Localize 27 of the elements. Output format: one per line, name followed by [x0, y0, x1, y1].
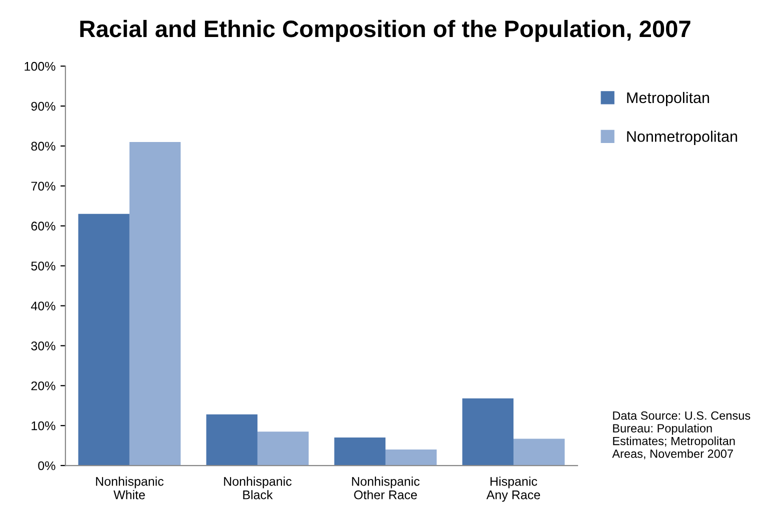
y-tick-label: 30%	[31, 342, 56, 350]
y-tick-label: 20%	[31, 381, 56, 390]
x-tick-label: Hispanic Any Race	[486, 476, 540, 502]
bar	[385, 450, 437, 466]
source-note: Data Source: U.S. Census Bureau: Population Estimates; Metropolitan Areas, November 2007	[612, 411, 750, 460]
y-tick-label: 40%	[30, 302, 56, 310]
bar	[513, 438, 565, 466]
bar	[78, 214, 130, 466]
y-tick-label: 70%	[31, 182, 56, 191]
bar	[462, 398, 514, 466]
legend-label: Nonmetropolitan	[627, 130, 738, 145]
bar	[257, 432, 309, 466]
chart-title: Racial and Ethnic Composition of the Population, 2007	[80, 20, 690, 42]
legend-label: Metropolitan	[627, 92, 710, 106]
bar	[129, 142, 181, 466]
x-tick-label: Nonhispanic Other Race	[352, 476, 420, 500]
x-tick-label: Nonhispanic Black	[224, 476, 292, 500]
y-tick-label: 60%	[31, 222, 56, 231]
bar	[206, 414, 258, 466]
y-tick-label: 80%	[31, 142, 56, 151]
y-tick-label: 50%	[31, 262, 56, 270]
y-tick-label: 100%	[24, 62, 56, 71]
x-tick-label: Nonhispanic White	[96, 476, 164, 500]
y-tick-label: 10%	[32, 421, 56, 430]
y-tick-label: 0%	[38, 461, 56, 470]
y-tick-label: 90%	[31, 102, 56, 111]
bar	[334, 438, 386, 466]
